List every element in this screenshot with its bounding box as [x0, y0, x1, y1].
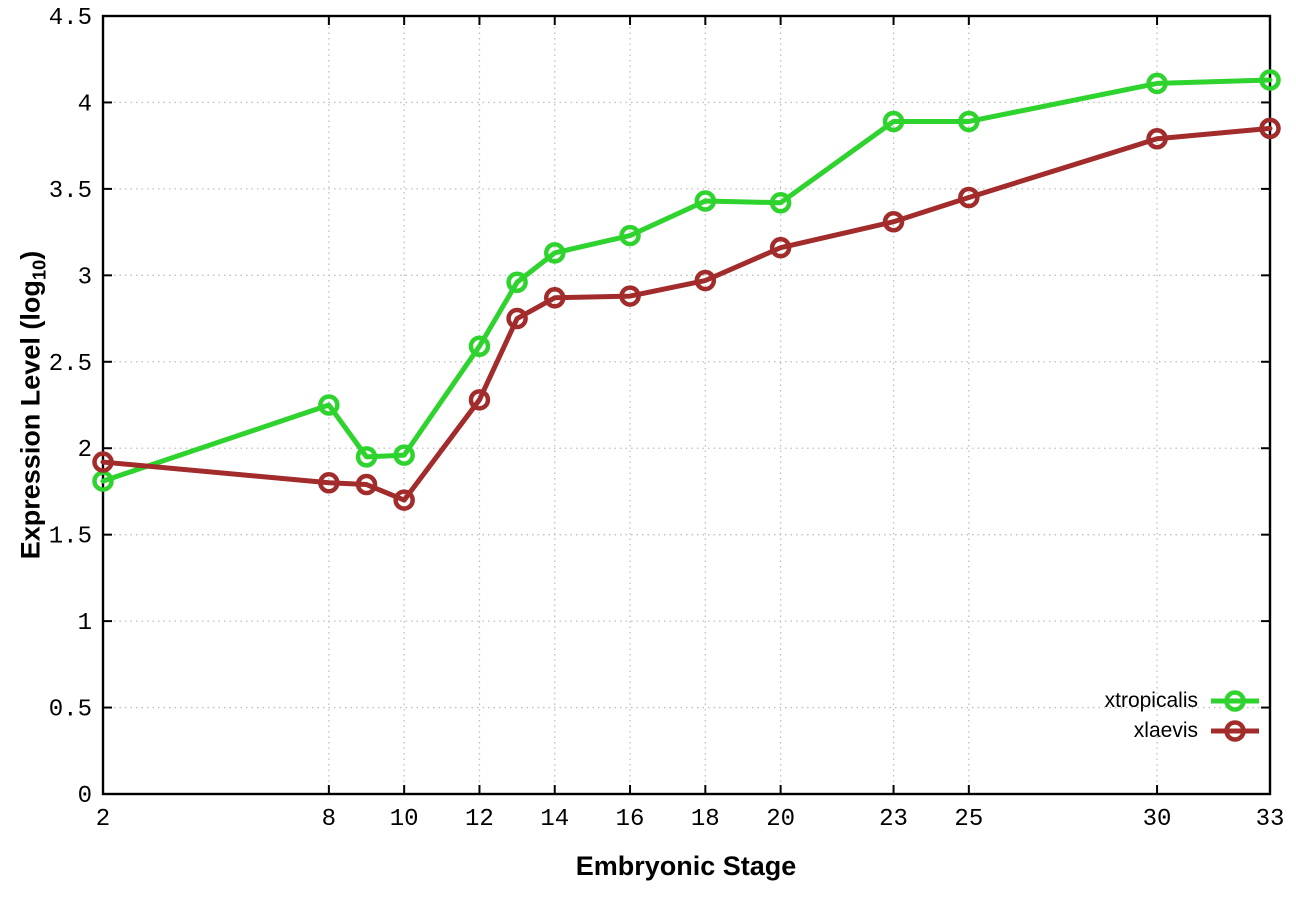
y-tick-label: 4 [78, 91, 92, 118]
y-tick-label: 1 [78, 610, 92, 637]
data-point-xtropicalis [468, 335, 491, 357]
y-axis-title-close: ) [15, 250, 46, 260]
y-tick-label: 0 [78, 783, 92, 810]
data-point-xlaevis [393, 489, 415, 511]
data-point-xlaevis [506, 307, 528, 330]
data-point-xlaevis [769, 236, 792, 259]
data-point-xlaevis [1146, 128, 1168, 150]
data-point-xlaevis [1259, 117, 1281, 140]
data-point-xlaevis [468, 389, 491, 411]
x-axis-title: Embryonic Stage [575, 851, 797, 881]
x-tick-label: 12 [465, 806, 494, 833]
y-tick-label: 2.5 [49, 351, 92, 378]
y-tick-label: 4.5 [49, 5, 92, 32]
x-tick-label: 2 [96, 806, 110, 833]
data-point-xlaevis [882, 210, 905, 233]
y-tick-label: 2 [78, 437, 92, 464]
y-axis-title: Expression Level (log10) [15, 251, 50, 560]
data-point-xlaevis [543, 287, 566, 309]
data-point-xtropicalis [318, 394, 340, 416]
data-point-xtropicalis [355, 446, 378, 468]
x-tick-label: 16 [616, 806, 645, 833]
x-tick-label: 23 [879, 806, 908, 833]
legend-item-xtropicalis: xtropicalis [1105, 686, 1262, 716]
data-point-xlaevis [619, 285, 641, 307]
legend-label-xtropicalis: xtropicalis [1104, 689, 1198, 712]
data-point-xtropicalis [619, 224, 641, 247]
data-point-xtropicalis [506, 271, 528, 293]
y-tick-label: 1.5 [49, 524, 92, 551]
data-point-xtropicalis [543, 242, 566, 264]
y-tick-label: 3 [78, 264, 92, 291]
y-axis-title-text: Expression Level (log [15, 280, 46, 560]
x-tick-label: 14 [540, 806, 569, 833]
y-axis-title-subscript: 10 [28, 259, 50, 281]
legend-label-xlaevis: xlaevis [1133, 719, 1198, 742]
y-tick-label: 0.5 [49, 697, 92, 724]
data-point-xlaevis [92, 451, 114, 473]
data-point-xtropicalis [958, 110, 980, 133]
x-tick-label: 18 [691, 806, 720, 833]
data-point-xlaevis [958, 186, 980, 209]
legend-item-xlaevis: xlaevis [1105, 716, 1262, 746]
data-point-xtropicalis [393, 444, 415, 466]
x-tick-label: 25 [954, 806, 983, 833]
legend: xtropicalis xlaevis [1105, 686, 1262, 746]
data-point-xtropicalis [882, 110, 905, 133]
y-tick-label: 3.5 [49, 178, 92, 205]
x-tick-label: 8 [322, 806, 336, 833]
data-point-xlaevis [355, 473, 378, 496]
data-point-xtropicalis [1259, 69, 1281, 91]
data-point-xlaevis [318, 472, 340, 494]
x-tick-label: 10 [390, 806, 419, 833]
legend-sample-line-icon [1211, 690, 1259, 712]
series-line-xlaevis [100, 125, 1273, 503]
data-point-xlaevis [694, 269, 717, 292]
x-tick-label: 33 [1256, 806, 1285, 833]
x-tick-label: 30 [1143, 806, 1172, 833]
data-point-xtropicalis [694, 190, 717, 212]
x-tick-label: 20 [766, 806, 795, 833]
legend-sample-line-icon [1211, 720, 1259, 742]
data-point-xtropicalis [1146, 72, 1168, 95]
series-line-xtropicalis [100, 77, 1273, 484]
data-point-xtropicalis [769, 191, 792, 214]
